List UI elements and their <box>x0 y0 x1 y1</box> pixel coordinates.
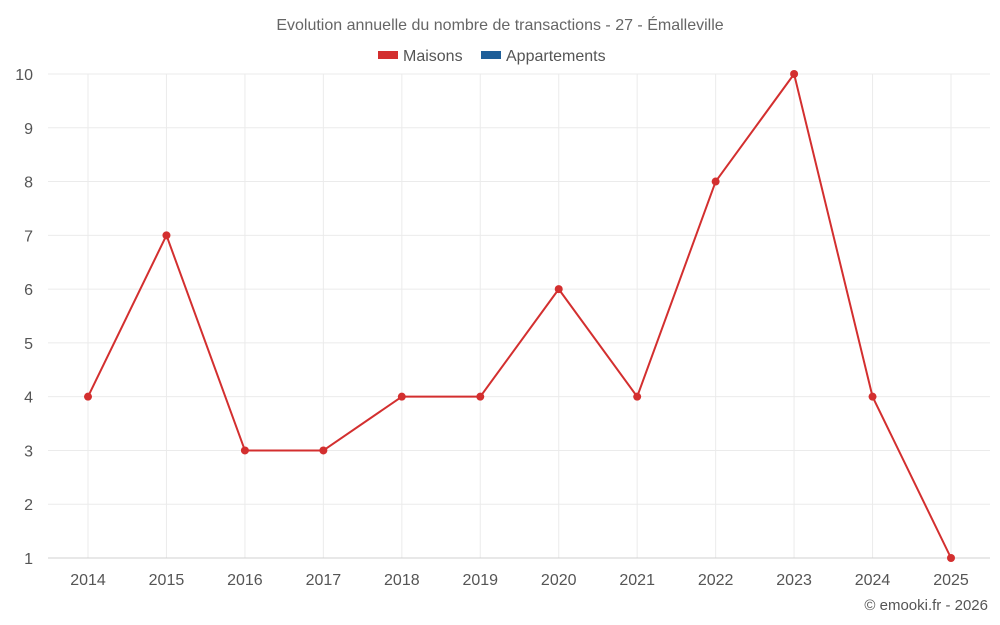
legend: Maisons Appartements <box>378 48 606 65</box>
data-point[interactable] <box>711 177 720 186</box>
x-tick-label: 2022 <box>698 572 734 589</box>
y-tick-label: 6 <box>24 282 33 299</box>
series-line-maisons <box>87 73 952 559</box>
data-point[interactable] <box>790 70 799 78</box>
data-point[interactable] <box>554 285 563 294</box>
data-point[interactable] <box>162 231 171 240</box>
data-point[interactable] <box>84 392 92 401</box>
legend-swatch-maisons <box>378 51 398 59</box>
data-point[interactable] <box>476 392 485 401</box>
x-tick-label: 2016 <box>227 572 263 589</box>
x-tick-label: 2015 <box>149 572 185 589</box>
credit-text: © emooki.fr - 2026 <box>864 597 988 614</box>
x-tick-label: 2025 <box>933 572 969 589</box>
legend-label-maisons: Maisons <box>403 48 463 65</box>
data-point[interactable] <box>319 446 328 455</box>
x-tick-label: 2024 <box>855 572 891 589</box>
x-tick-label: 2023 <box>776 572 812 589</box>
y-tick-label: 5 <box>24 336 33 353</box>
x-tick-label: 2017 <box>306 572 342 589</box>
chart-title: Evolution annuelle du nombre de transact… <box>276 15 723 34</box>
y-tick-label: 9 <box>24 121 33 138</box>
y-tick-label: 4 <box>24 390 33 407</box>
x-tick-label: 2020 <box>541 572 577 589</box>
data-point[interactable] <box>947 554 955 562</box>
y-tick-label: 2 <box>24 497 33 514</box>
y-tick-label: 3 <box>24 443 33 460</box>
legend-swatch-appartements <box>481 51 501 59</box>
data-point[interactable] <box>633 392 642 401</box>
data-point[interactable] <box>397 392 406 401</box>
series-maisons <box>84 70 955 562</box>
y-tick-label: 10 <box>15 67 33 84</box>
y-tick-label: 1 <box>24 551 33 568</box>
legend-label-appartements: Appartements <box>506 48 606 65</box>
data-point[interactable] <box>868 392 877 401</box>
legend-item-maisons[interactable]: Maisons <box>378 48 463 65</box>
y-tick-label: 8 <box>24 175 33 192</box>
y-axis-ticks: 1 2 3 4 5 6 7 8 9 10 <box>15 67 33 568</box>
data-point[interactable] <box>240 446 249 455</box>
x-axis-ticks: 2014 2015 2016 2017 2018 2019 2020 2021 2022 2023… <box>70 572 969 589</box>
y-tick-label: 7 <box>24 228 33 245</box>
x-tick-label: 2019 <box>462 572 498 589</box>
grid <box>48 73 990 558</box>
legend-item-appartements[interactable]: Appartements <box>481 48 606 65</box>
x-tick-label: 2021 <box>619 572 655 589</box>
x-tick-label: 2014 <box>70 572 106 589</box>
x-tick-label: 2018 <box>384 572 420 589</box>
